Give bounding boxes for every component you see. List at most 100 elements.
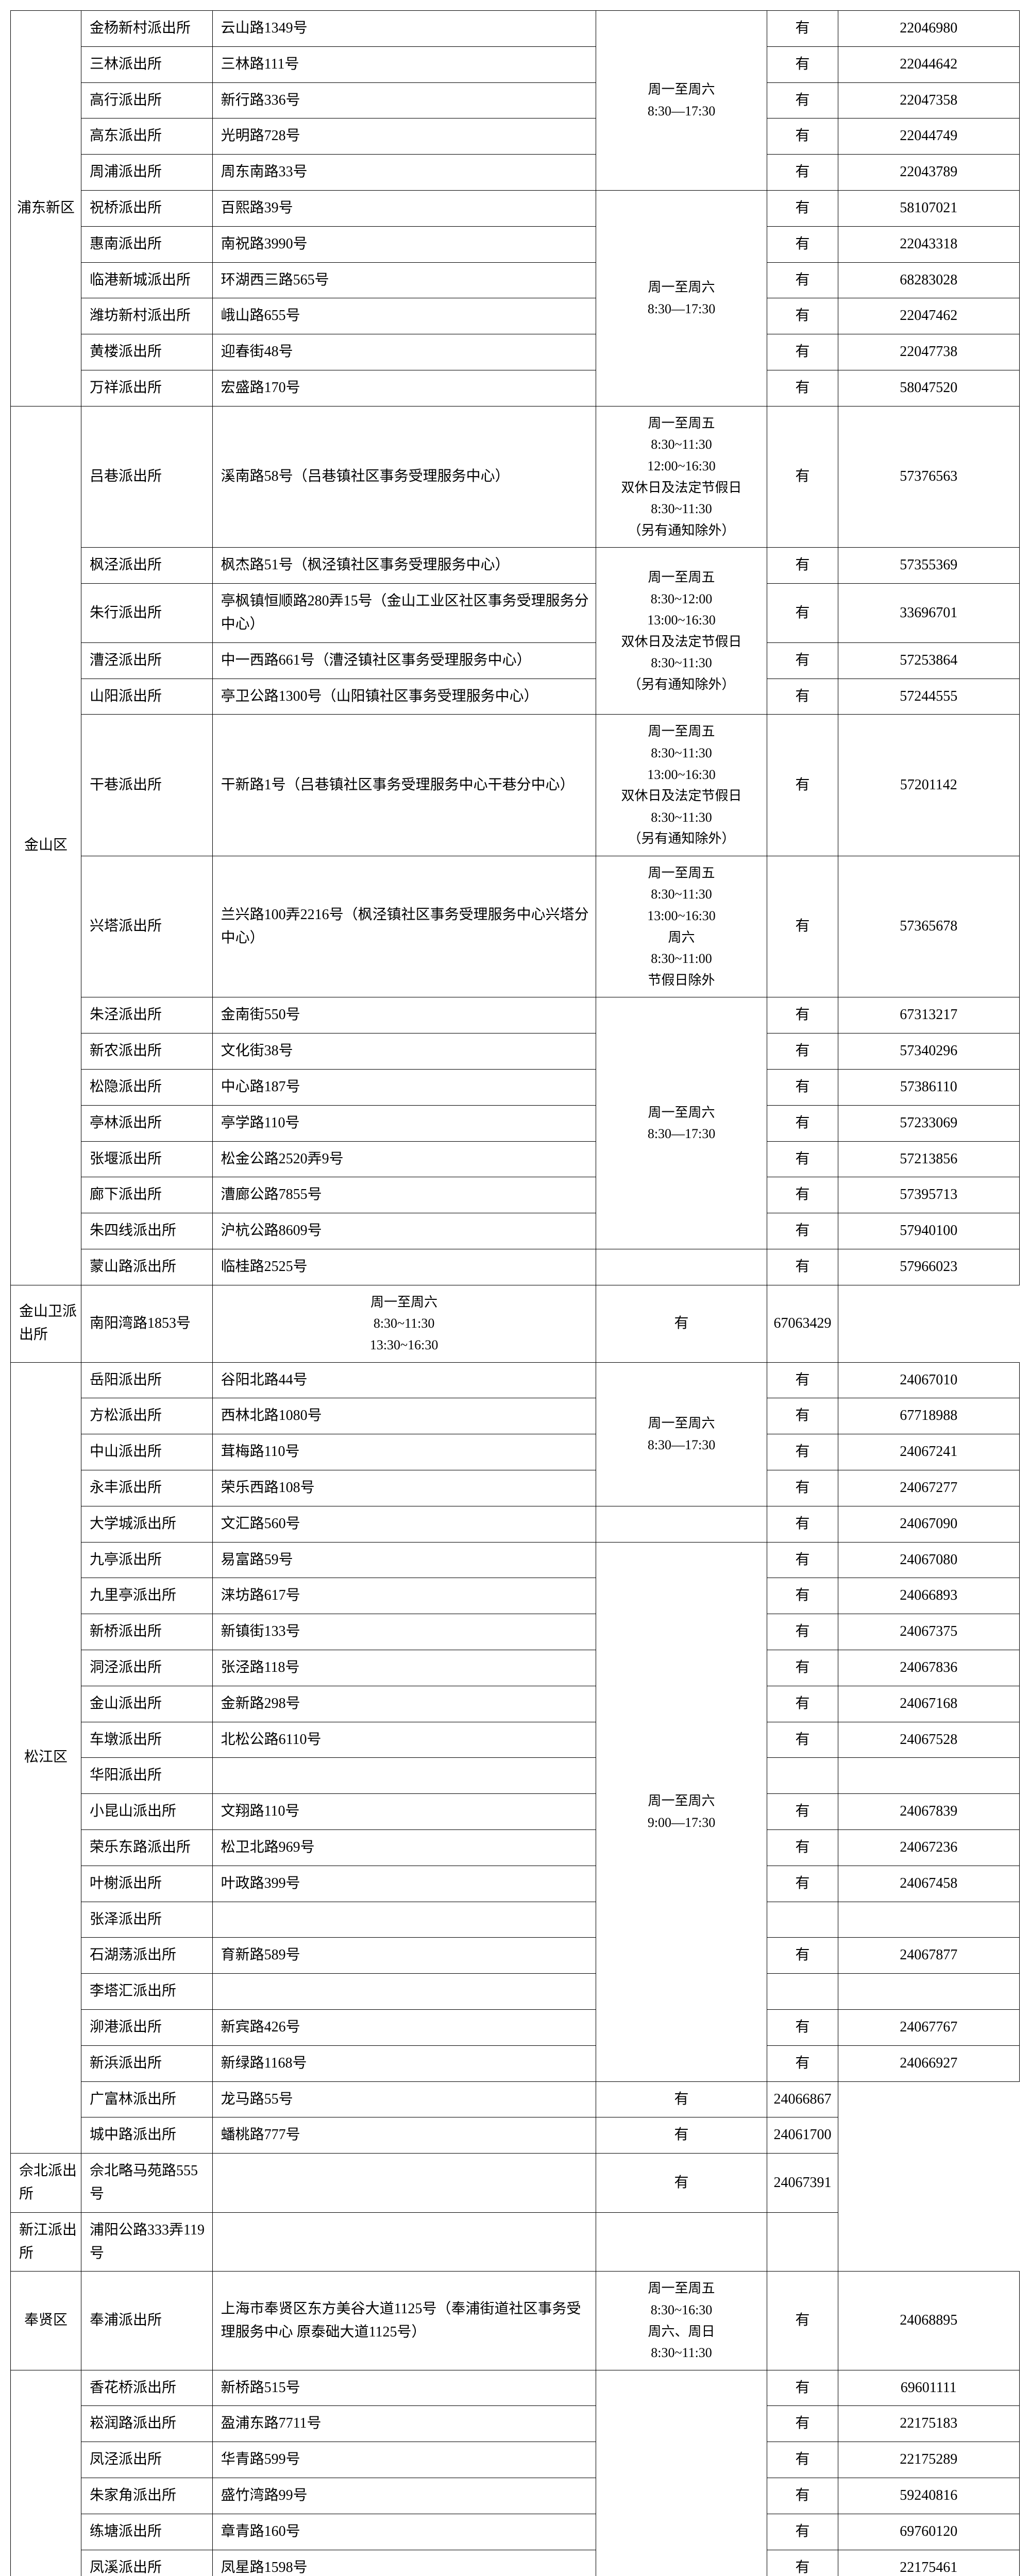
has-cell: 有 (596, 2081, 767, 2117)
address-cell: 临桂路2525号 (212, 1249, 596, 1285)
has-cell: 有 (767, 1213, 838, 1249)
address-cell: 上海市奉贤区东方美谷大道1125号（奉浦街道社区事务受理服务中心 原泰础大道11… (212, 2272, 596, 2370)
table-row: 城中路派出所蟠桃路777号有24061700 (11, 2117, 1020, 2154)
phone-cell: 57213856 (838, 1141, 1019, 1177)
station-cell: 城中路派出所 (81, 2117, 213, 2154)
address-cell: 叶政路399号 (212, 1866, 596, 1902)
address-cell: 凤星路1598号 (212, 2550, 596, 2576)
station-cell: 崧润路派出所 (81, 2406, 213, 2442)
phone-cell: 22043318 (838, 226, 1019, 262)
has-cell: 有 (767, 1249, 838, 1285)
station-cell: 高行派出所 (81, 82, 213, 118)
address-cell: 文汇路560号 (212, 1506, 596, 1542)
hours-cell: 周一至周六8:30—17:30 (596, 190, 767, 406)
table-row: 李塔汇派出所 (11, 1974, 1020, 2010)
address-cell: 华青路599号 (212, 2442, 596, 2478)
has-cell: 有 (767, 679, 838, 715)
phone-cell: 24067839 (838, 1794, 1019, 1830)
table-row: 黄楼派出所迎春街48号有22047738 (11, 334, 1020, 370)
station-cell: 山阳派出所 (81, 679, 213, 715)
address-cell: 溪南路58号（吕巷镇社区事务受理服务中心） (212, 406, 596, 548)
station-cell: 廊下派出所 (81, 1177, 213, 1213)
station-cell: 朱四线派出所 (81, 1213, 213, 1249)
address-cell: 新镇街133号 (212, 1614, 596, 1650)
table-row: 祝桥派出所百熙路39号周一至周六8:30—17:30有58107021 (11, 190, 1020, 226)
station-cell: 亭林派出所 (81, 1105, 213, 1141)
table-row: 新农派出所文化街38号有57340296 (11, 1033, 1020, 1070)
station-cell: 练塘派出所 (81, 2514, 213, 2550)
phone-cell (838, 1758, 1019, 1794)
address-cell: 枫杰路51号（枫泾镇社区事务受理服务中心） (212, 548, 596, 584)
station-cell: 金山派出所 (81, 1686, 213, 1722)
has-cell: 有 (767, 2009, 838, 2045)
table-row: 金山区吕巷派出所溪南路58号（吕巷镇社区事务受理服务中心）周一至周五8:30~1… (11, 406, 1020, 548)
station-cell: 车墩派出所 (81, 1722, 213, 1758)
address-cell: 中心路187号 (212, 1070, 596, 1106)
address-cell: 百熙路39号 (212, 190, 596, 226)
has-cell: 有 (767, 1070, 838, 1106)
station-cell: 祝桥派出所 (81, 190, 213, 226)
station-cell: 新农派出所 (81, 1033, 213, 1070)
address-cell: 茸梅路110号 (212, 1434, 596, 1470)
hours-cell (596, 1506, 767, 1542)
table-row: 朱四线派出所沪杭公路8609号有57940100 (11, 1213, 1020, 1249)
phone-cell: 57365678 (838, 856, 1019, 997)
has-cell (596, 2212, 767, 2272)
address-cell: 盈浦东路7711号 (212, 2406, 596, 2442)
address-cell: 云山路1349号 (212, 11, 596, 47)
address-cell: 松卫北路969号 (212, 1829, 596, 1866)
phone-cell: 22047462 (838, 298, 1019, 334)
station-cell: 枫泾派出所 (81, 548, 213, 584)
phone-cell: 57340296 (838, 1033, 1019, 1070)
has-cell (767, 1902, 838, 1938)
address-cell: 亭卫公路1300号（山阳镇社区事务受理服务中心） (212, 679, 596, 715)
phone-cell: 67718988 (838, 1398, 1019, 1434)
address-cell: 新宾路426号 (212, 2009, 596, 2045)
has-cell: 有 (767, 2442, 838, 2478)
phone-cell: 24067375 (838, 1614, 1019, 1650)
has-cell: 有 (767, 1578, 838, 1614)
has-cell: 有 (767, 2370, 838, 2406)
address-cell: 周东南路33号 (212, 155, 596, 191)
phone-cell: 57233069 (838, 1105, 1019, 1141)
address-cell: 环湖西三路565号 (212, 262, 596, 298)
table-row: 荣乐东路派出所松卫北路969号有24067236 (11, 1829, 1020, 1866)
table-row: 周浦派出所周东南路33号有22043789 (11, 155, 1020, 191)
has-cell: 有 (767, 1177, 838, 1213)
table-row: 洞泾派出所张泾路118号有24067836 (11, 1650, 1020, 1686)
hours-cell: 周一至周五8:30~11:3012:00~16:30双休日及法定节假日8:30~… (596, 406, 767, 548)
phone-cell: 24067458 (838, 1866, 1019, 1902)
station-cell: 佘北派出所 (11, 2154, 81, 2213)
hours-cell (212, 2212, 596, 2272)
phone-cell: 22044642 (838, 46, 1019, 82)
address-cell (212, 1974, 596, 2010)
table-row: 金山卫派出所南阳湾路1853号周一至周六8:30~11:3013:30~16:3… (11, 1285, 1020, 1362)
hours-cell: 周一至周五8:30~11:3013:00~16:30双休日及法定节假日8:30~… (596, 715, 767, 856)
phone-cell: 24068895 (838, 2272, 1019, 2370)
table-row: 亭林派出所亭学路110号有57233069 (11, 1105, 1020, 1141)
has-cell: 有 (767, 715, 838, 856)
station-cell: 兴塔派出所 (81, 856, 213, 997)
phone-cell: 22046980 (838, 11, 1019, 47)
phone-cell: 24067391 (767, 2154, 838, 2213)
table-row: 凤泾派出所华青路599号有22175289 (11, 2442, 1020, 2478)
station-cell: 泖港派出所 (81, 2009, 213, 2045)
has-cell: 有 (767, 2272, 838, 2370)
address-cell: 蟠桃路777号 (212, 2117, 596, 2154)
station-cell: 广富林派出所 (81, 2081, 213, 2117)
has-cell: 有 (767, 1794, 838, 1830)
has-cell: 有 (767, 406, 838, 548)
has-cell: 有 (767, 82, 838, 118)
address-cell: 新桥路515号 (212, 2370, 596, 2406)
phone-cell: 67063429 (767, 1285, 838, 1362)
has-cell: 有 (767, 1470, 838, 1506)
phone-cell: 24067090 (838, 1506, 1019, 1542)
phone-cell: 24067241 (838, 1434, 1019, 1470)
station-cell: 大学城派出所 (81, 1506, 213, 1542)
has-cell: 有 (767, 2478, 838, 2514)
address-cell: 新绿路1168号 (212, 2045, 596, 2081)
station-cell: 方松派出所 (81, 1398, 213, 1434)
phone-cell: 58107021 (838, 190, 1019, 226)
station-cell: 张泽派出所 (81, 1902, 213, 1938)
station-cell: 朱泾派出所 (81, 997, 213, 1033)
